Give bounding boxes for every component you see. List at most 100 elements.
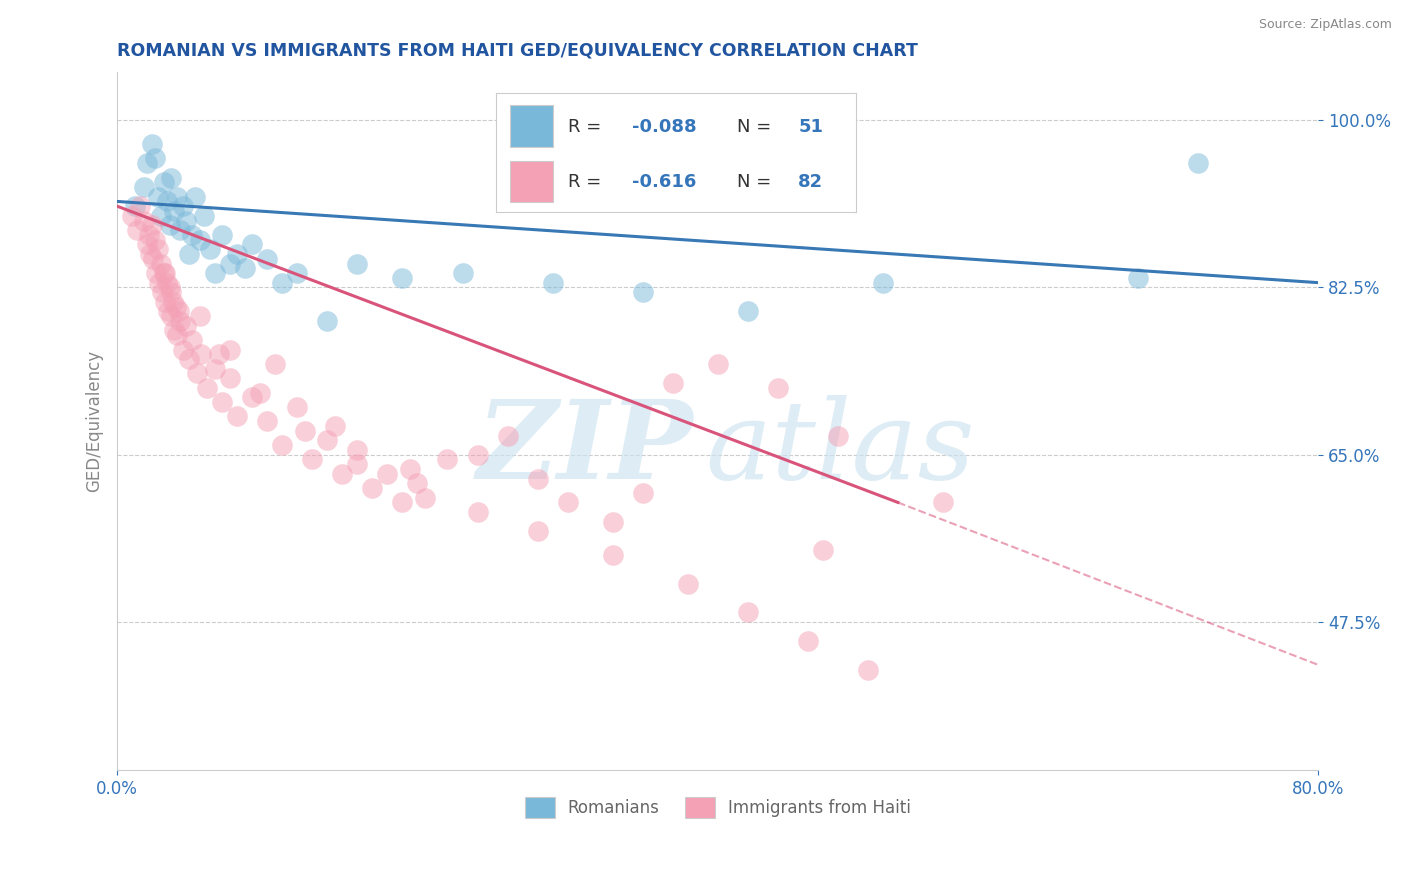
Point [361,481,384,495]
Point [467,505,489,519]
Point [159,219,181,233]
Point [145,266,167,280]
Point [141,137,163,152]
Point [146,242,169,256]
Point [184,189,207,203]
Point [218,256,240,270]
Point [169,223,191,237]
Point [174,318,197,333]
Point [166,189,188,203]
Point [391,271,413,285]
Point [143,152,166,166]
Point [557,495,579,509]
Text: ZIP: ZIP [477,395,693,503]
Point [346,256,368,270]
Point [157,304,180,318]
Point [188,233,211,247]
Point [204,266,226,280]
Point [1187,156,1209,170]
Point [285,266,308,280]
Point [526,471,548,485]
Point [211,395,233,409]
Point [167,304,190,318]
Point [149,256,172,270]
Point [138,227,160,242]
Point [323,419,346,434]
Point [631,285,654,300]
Point [377,467,399,481]
Point [797,634,820,648]
Point [263,357,285,371]
Point [160,170,183,185]
Point [163,323,186,337]
Point [200,242,222,256]
Point [172,199,194,213]
Point [195,381,218,395]
Text: Source: ZipAtlas.com: Source: ZipAtlas.com [1258,18,1392,31]
Point [294,424,316,438]
Point [256,252,278,266]
Point [661,376,683,390]
Point [496,428,519,442]
Point [1126,271,1149,285]
Point [149,209,172,223]
Point [155,266,177,280]
Point [271,438,294,452]
Point [218,371,240,385]
Point [332,467,354,481]
Point [128,199,150,213]
Point [316,434,339,448]
Point [240,237,263,252]
Point [811,543,834,558]
Point [188,309,211,323]
Point [737,605,759,619]
Point [676,576,699,591]
Point [436,452,458,467]
Point [271,276,294,290]
Point [166,328,188,343]
Point [124,199,146,213]
Point [125,223,148,237]
Point [193,209,215,223]
Point [766,381,789,395]
Point [142,252,165,266]
Point [204,361,226,376]
Point [631,486,654,500]
Point [190,347,212,361]
Point [856,663,879,677]
Point [399,462,422,476]
Point [148,276,170,290]
Point [211,227,233,242]
Point [163,204,186,219]
Point [162,294,184,309]
Point [159,280,181,294]
Point [139,247,162,261]
Point [467,448,489,462]
Point [134,180,156,194]
Point [301,452,323,467]
Text: atlas: atlas [706,395,976,503]
Point [226,247,249,261]
Point [706,357,728,371]
Point [146,189,169,203]
Point [249,385,271,400]
Point [172,343,194,357]
Point [256,414,278,428]
Point [226,409,249,424]
Point [156,194,179,209]
Point [186,367,208,381]
Point [451,266,474,280]
Point [169,314,191,328]
Point [181,333,204,347]
Point [316,314,339,328]
Point [121,209,143,223]
Point [391,495,413,509]
Point [240,390,263,404]
Point [541,276,564,290]
Point [165,300,187,314]
Point [602,548,624,562]
Point [179,247,201,261]
Point [346,442,368,457]
Point [141,219,163,233]
Point [152,266,174,280]
